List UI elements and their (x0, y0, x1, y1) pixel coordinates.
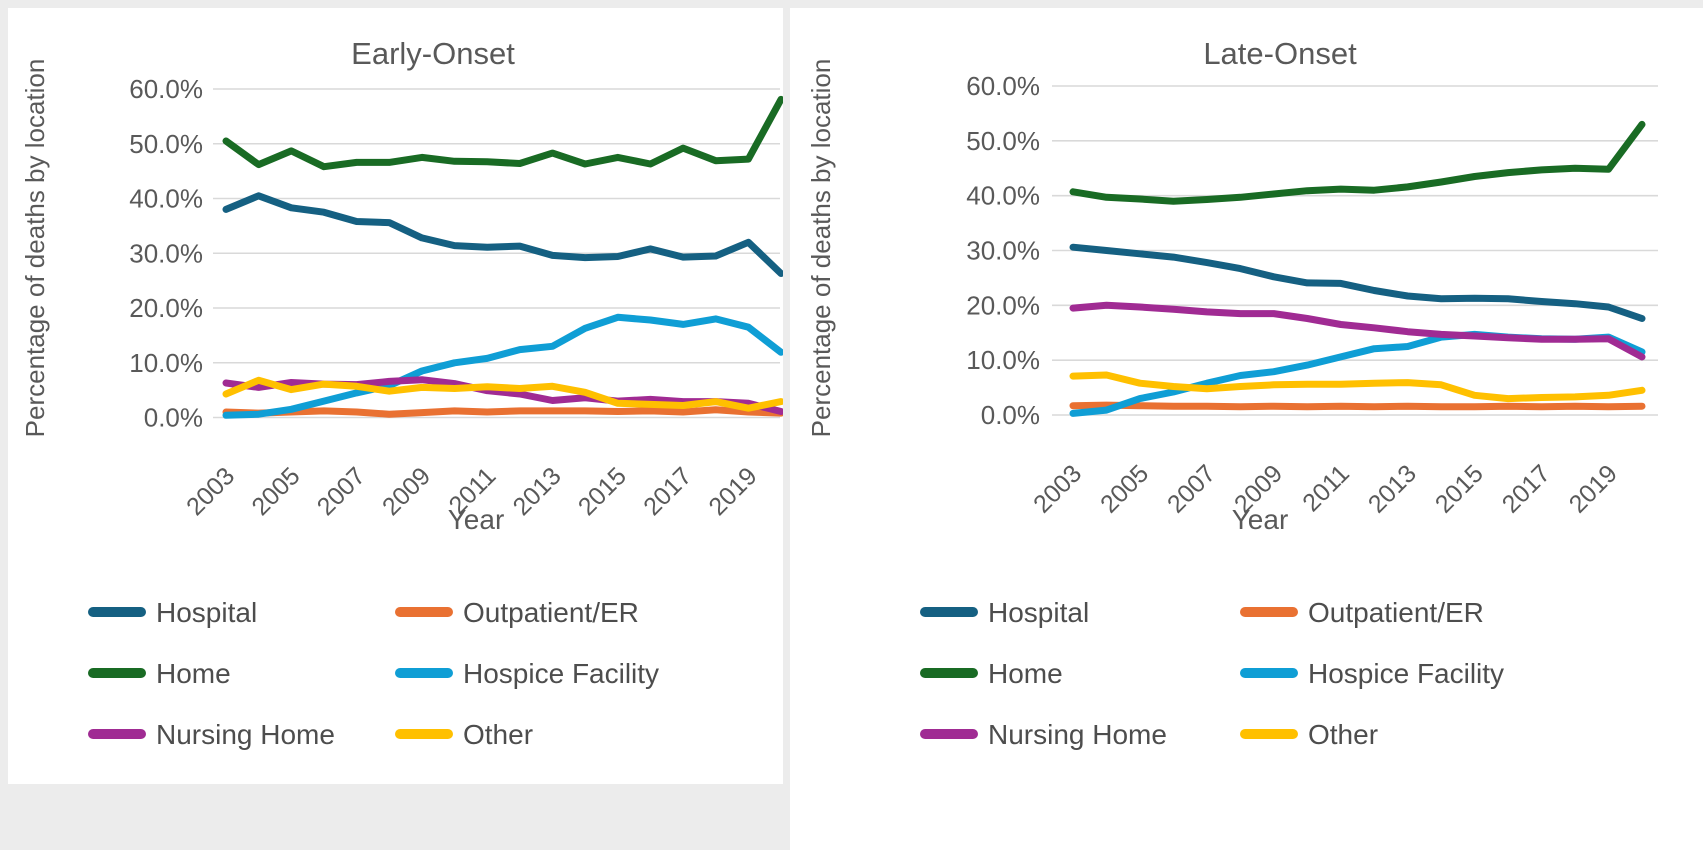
series-line-hospice-facility (1069, 330, 1646, 417)
series-line-home (222, 95, 783, 171)
x-tick-label: 2019 (703, 462, 762, 521)
legend-label: Nursing Home (988, 719, 1167, 750)
legend-item: Home (920, 658, 1063, 689)
y-tick-label: 40.0% (129, 184, 203, 214)
legend-label: Other (463, 719, 533, 750)
x-tick-label: 2015 (573, 462, 632, 521)
y-tick-label: 40.0% (966, 181, 1040, 211)
legend-swatch-outpatient-er (1240, 607, 1298, 617)
legend-item: Nursing Home (88, 719, 335, 750)
legend-label: Hospital (988, 597, 1089, 628)
y-tick-label: 0.0% (981, 400, 1040, 430)
y-tick-label: 30.0% (966, 236, 1040, 266)
legend-item: Hospital (88, 597, 257, 628)
chart-title: Late-Onset (1203, 36, 1357, 71)
plot-layer-0: 60.0%50.0%40.0%30.0%20.0%10.0%0.0%2003 20… (88, 74, 783, 750)
x-tick-label: 2019 (1564, 459, 1623, 518)
x-tick-label: 2017 (638, 462, 697, 521)
series-line-hospital (222, 192, 783, 277)
series-line-nursing-home (1069, 301, 1646, 361)
legend-label: Home (156, 658, 231, 689)
x-tick-label: 2003 (181, 462, 240, 521)
x-tick-label: 2015 (1430, 459, 1489, 518)
legend-label: Hospice Facility (1308, 658, 1504, 689)
x-tick-label: 2009 (377, 462, 436, 521)
legend-item: Nursing Home (920, 719, 1167, 750)
legend-label: Other (1308, 719, 1378, 750)
series-line-outpatient-er (1069, 401, 1646, 411)
series-line-other (222, 376, 783, 412)
y-tick-label: 10.0% (966, 345, 1040, 375)
x-axis-title: Year (448, 504, 505, 535)
x-tick-label: 2005 (246, 462, 305, 521)
plot-layer-1: 60.0%50.0%40.0%30.0%20.0%10.0%0.0%2003 20… (920, 71, 1658, 750)
legend-item: Hospital (920, 597, 1089, 628)
y-tick-label: 60.0% (129, 74, 203, 104)
series-line-home (1069, 120, 1646, 205)
x-tick-label: 2013 (1363, 459, 1422, 518)
legend-item: Other (395, 719, 533, 750)
legend-swatch-home (920, 668, 978, 678)
legend-swatch-home (88, 668, 146, 678)
x-tick-label: 2007 (1162, 459, 1221, 518)
x-tick-label: 2005 (1095, 459, 1154, 518)
x-tick-label: 2003 (1028, 459, 1087, 518)
legend-item: Outpatient/ER (395, 597, 639, 628)
y-axis-title: Percentage of deaths by location (806, 59, 836, 438)
early-onset-panel: 60.0% 50.0% 40.0% 30.0% 20.0% 10.0% 0.0% 2003 20… (8, 8, 783, 784)
series-line-hospice-facility (222, 313, 783, 419)
legend-swatch-nursing-home (88, 729, 146, 739)
legend-label: Nursing Home (156, 719, 335, 750)
legend-swatch-hospice-facility (1240, 668, 1298, 678)
legend-swatch-hospital (88, 607, 146, 617)
legend-item: Hospice Facility (395, 658, 659, 689)
legend-label: Hospital (156, 597, 257, 628)
legend-item: Home (88, 658, 231, 689)
y-tick-label: 50.0% (129, 129, 203, 159)
y-tick-label: 20.0% (129, 293, 203, 323)
series-line-outpatient-er (222, 406, 783, 418)
x-tick-label: 2017 (1497, 459, 1556, 518)
early-onset-chart: 60.0%50.0%40.0%30.0%20.0%10.0%0.0%2003 20… (20, 36, 783, 750)
legend-label: Outpatient/ER (463, 597, 639, 628)
legend-swatch-hospital (920, 607, 978, 617)
legend-label: Hospice Facility (463, 658, 659, 689)
y-tick-label: 50.0% (966, 126, 1040, 156)
y-tick-label: 20.0% (966, 290, 1040, 320)
legend-item: Other (1240, 719, 1378, 750)
legend-swatch-other (1240, 729, 1298, 739)
chart-title: Early-Onset (351, 36, 515, 71)
x-axis-title: Year (1232, 504, 1289, 535)
legend-swatch-hospice-facility (395, 668, 453, 678)
y-tick-label: 60.0% (966, 71, 1040, 101)
legend-swatch-outpatient-er (395, 607, 453, 617)
legend-item: Outpatient/ER (1240, 597, 1484, 628)
y-tick-label: 30.0% (129, 238, 203, 268)
legend-label: Outpatient/ER (1308, 597, 1484, 628)
x-tick-label: 2013 (508, 462, 567, 521)
late-onset-panel: 60.0% 50.0% 40.0% 30.0% 20.0% 10.0% 0.0% 2003 20… (790, 8, 1703, 850)
legend-item: Hospice Facility (1240, 658, 1504, 689)
x-tick-label: 2011 (1297, 459, 1355, 517)
y-axis-title: Percentage of deaths by location (20, 59, 50, 438)
late-onset-chart: 60.0%50.0%40.0%30.0%20.0%10.0%0.0%2003 20… (806, 36, 1658, 750)
x-tick-label: 2007 (312, 462, 371, 521)
y-tick-label: 10.0% (129, 348, 203, 378)
legend-swatch-other (395, 729, 453, 739)
legend-swatch-nursing-home (920, 729, 978, 739)
legend-label: Home (988, 658, 1063, 689)
y-tick-label: 0.0% (144, 403, 203, 433)
series-line-hospital (1069, 243, 1646, 322)
series-line-other (1069, 371, 1646, 403)
